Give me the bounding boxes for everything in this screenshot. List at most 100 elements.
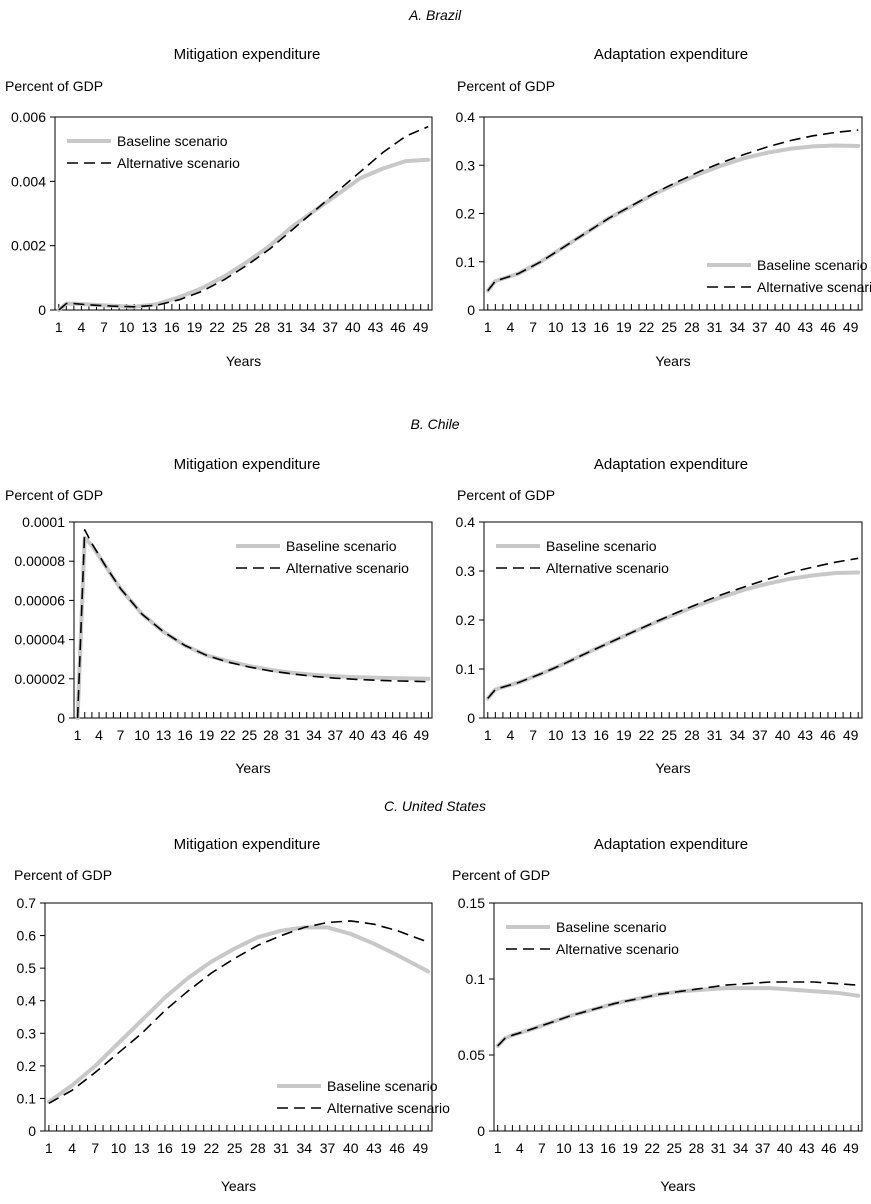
x-tick-label: 28	[250, 1140, 266, 1156]
panel-title: C. United States	[384, 798, 486, 814]
x-tick-label: 7	[91, 1140, 99, 1156]
y-tick-label: 0.0001	[22, 514, 65, 530]
x-tick-label: 10	[119, 319, 135, 335]
y-tick-label: 0.4	[456, 109, 476, 125]
series-line-alternative-scenario	[487, 129, 859, 292]
x-tick-label: 22	[209, 319, 225, 335]
x-tick-label: 7	[529, 727, 537, 743]
x-tick-label: 31	[707, 319, 723, 335]
x-axis-title: Years	[655, 353, 690, 369]
y-tick-label: 0.1	[17, 1090, 37, 1106]
x-tick-label: 1	[55, 319, 63, 335]
x-tick-label: 16	[600, 1140, 616, 1156]
y-tick-label: 0	[57, 710, 65, 726]
legend: Baseline scenario Alternative scenario	[707, 257, 871, 295]
x-tick-label: 10	[111, 1140, 127, 1156]
plot-frame	[483, 521, 863, 719]
x-tick-label: 25	[227, 1140, 243, 1156]
y-tick-label: 0.2	[17, 1058, 37, 1074]
x-tick-label: 43	[368, 319, 384, 335]
legend-label-baseline-scenario: Baseline scenario	[556, 919, 667, 935]
y-tick-label: 0.00004	[14, 632, 65, 648]
x-tick-label: 13	[141, 319, 157, 335]
chart-a-brazil-adaptation-expenditure: Adaptation expenditure Percent of GDP 0 0.1…	[456, 46, 871, 369]
x-tick-label: 7	[538, 1140, 546, 1156]
x-tick-label: 4	[507, 727, 515, 743]
legend-label-alternative-scenario: Alternative scenario	[327, 1100, 450, 1116]
x-tick-label: 4	[68, 1140, 76, 1156]
x-tick-label: 7	[117, 727, 125, 743]
y-tick-label: 0.1	[466, 971, 486, 987]
legend-label-baseline-scenario: Baseline scenario	[327, 1078, 438, 1094]
series-line-alternative-scenario	[487, 557, 859, 699]
y-tick-label: 0.6	[17, 928, 37, 944]
y-tick-label: 0.15	[458, 895, 485, 911]
x-axis-title: Years	[655, 760, 690, 776]
x-tick-label: 1	[45, 1140, 53, 1156]
x-tick-label: 31	[707, 727, 723, 743]
x-tick-label: 43	[798, 727, 814, 743]
x-tick-label: 46	[820, 319, 836, 335]
chart-b-chile-mitigation-expenditure: B. Chile Mitigation expenditure Percent of…	[5, 416, 460, 776]
x-tick-label: 16	[157, 1140, 173, 1156]
x-tick-label: 13	[156, 727, 172, 743]
x-axis-title: Years	[235, 760, 270, 776]
series-line-alternative-scenario	[48, 920, 429, 1104]
series-line-alternative-scenario	[76, 528, 429, 719]
x-tick-label: 16	[177, 727, 193, 743]
x-axis-title: Years	[221, 1178, 256, 1194]
x-tick-label: 1	[484, 727, 492, 743]
x-tick-label: 1	[74, 727, 82, 743]
chart-title: Mitigation expenditure	[174, 46, 321, 63]
y-tick-label: 0.004	[11, 173, 46, 189]
x-tick-label: 28	[689, 1140, 705, 1156]
y-axis-label: Percent of GDP	[14, 867, 112, 883]
x-tick-label: 7	[529, 319, 537, 335]
legend-label-alternative-scenario: Alternative scenario	[757, 279, 871, 295]
y-tick-label: 0.5	[17, 960, 37, 976]
x-tick-label: 25	[661, 319, 677, 335]
legend: Baseline scenario Alternative scenario	[506, 919, 679, 957]
y-tick-label: 0.4	[17, 993, 37, 1009]
x-tick-label: 28	[684, 319, 700, 335]
x-tick-label: 22	[639, 319, 655, 335]
x-tick-label: 40	[343, 1140, 359, 1156]
panel-title: A. Brazil	[408, 7, 462, 23]
x-tick-label: 37	[328, 727, 344, 743]
x-tick-label: 49	[413, 727, 429, 743]
x-tick-label: 49	[843, 1140, 859, 1156]
x-tick-label: 28	[684, 727, 700, 743]
x-tick-label: 49	[843, 727, 859, 743]
x-tick-label: 25	[667, 1140, 683, 1156]
x-tick-label: 37	[752, 319, 768, 335]
y-tick-label: 0.00008	[14, 553, 65, 569]
y-tick-label: 0.1	[456, 254, 476, 270]
chart-c-united-states-adaptation-expenditure: Adaptation expenditure Percent of GDP 0 0.0…	[452, 836, 863, 1194]
y-tick-label: 0.2	[456, 612, 476, 628]
x-tick-label: 13	[571, 727, 587, 743]
chart-title: Adaptation expenditure	[594, 836, 748, 853]
legend: Baseline scenario Alternative scenario	[67, 133, 240, 171]
y-tick-label: 0	[467, 710, 475, 726]
x-tick-label: 46	[821, 1140, 837, 1156]
x-tick-label: 10	[134, 727, 150, 743]
y-axis-label: Percent of GDP	[452, 867, 550, 883]
x-tick-label: 13	[578, 1140, 594, 1156]
y-tick-label: 0	[477, 1123, 485, 1139]
series-line-baseline-scenario	[495, 986, 861, 1048]
x-tick-label: 4	[95, 727, 103, 743]
y-tick-label: 0	[38, 302, 46, 318]
x-tick-label: 49	[413, 1140, 429, 1156]
chart-c-united-states-mitigation-expenditure: C. United States Mitigation expenditure Pe…	[14, 798, 486, 1194]
x-tick-label: 22	[220, 727, 236, 743]
x-tick-label: 22	[639, 727, 655, 743]
y-axis-label: Percent of GDP	[457, 487, 555, 503]
legend-label-baseline-scenario: Baseline scenario	[286, 538, 397, 554]
y-tick-label: 0.002	[11, 238, 46, 254]
x-tick-label: 25	[242, 727, 258, 743]
x-tick-label: 31	[273, 1140, 289, 1156]
x-tick-label: 34	[300, 319, 316, 335]
plot-frame	[54, 116, 433, 311]
y-tick-label: 0.00002	[14, 671, 65, 687]
x-tick-label: 40	[775, 727, 791, 743]
